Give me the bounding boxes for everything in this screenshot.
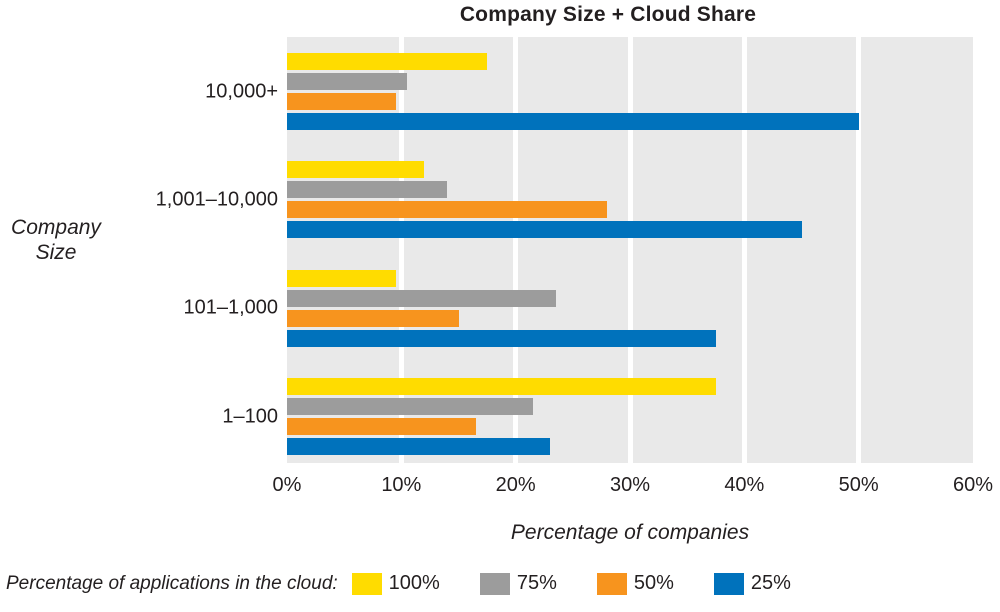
bar-100%-cloud <box>287 378 716 395</box>
bar-50%-cloud <box>287 201 608 219</box>
y-category-label: 1,001–10,000 <box>155 188 278 211</box>
bar-75%-cloud <box>287 181 448 199</box>
legend-item-25%: 25% <box>713 572 791 595</box>
gridline-50 <box>856 37 862 463</box>
plot-area <box>287 37 973 463</box>
bar-100%-cloud <box>287 161 425 179</box>
legend-label: 50% <box>633 572 674 594</box>
legend-item-100%: 100% <box>351 572 440 595</box>
bar-50%-cloud <box>287 418 476 435</box>
legend: Percentage of applications in the cloud:… <box>6 572 791 595</box>
y-category-label: 101–1,000 <box>183 296 278 319</box>
bar-50%-cloud <box>287 309 459 327</box>
bar-100%-cloud <box>287 269 396 287</box>
bar-100%-cloud <box>287 53 488 70</box>
gridline-10 <box>398 37 404 463</box>
x-axis-title: Percentage of companies <box>510 521 750 544</box>
gridline-20 <box>513 37 519 463</box>
bar-25%-cloud <box>287 329 716 347</box>
legend-swatch-icon <box>479 572 510 595</box>
x-tick-label: 20% <box>495 474 536 496</box>
x-tick-label: 30% <box>609 474 651 496</box>
x-tick-label: 50% <box>838 474 879 496</box>
legend-item-50%: 50% <box>596 572 674 595</box>
y-category-label: 1–100 <box>222 405 278 427</box>
category-band <box>287 269 973 347</box>
bar-25%-cloud <box>287 438 550 455</box>
bar-75%-cloud <box>287 73 408 90</box>
legend-swatch-icon <box>713 572 744 595</box>
bar-25%-cloud <box>287 221 802 239</box>
x-tick-label: 60% <box>952 474 994 496</box>
gridline-40 <box>741 37 747 463</box>
category-band <box>287 161 973 239</box>
bar-50%-cloud <box>287 93 396 110</box>
gridline-30 <box>627 37 633 463</box>
bar-75%-cloud <box>287 289 556 307</box>
y-axis-title: Company Size <box>11 216 101 264</box>
bar-25%-cloud <box>287 113 859 130</box>
legend-label: 25% <box>750 572 791 594</box>
y-category-label: 10,000+ <box>205 80 278 102</box>
legend-swatch-icon <box>351 572 382 595</box>
legend-label: 100% <box>388 572 440 594</box>
legend-title: Percentage of applications in the cloud: <box>6 572 338 594</box>
category-band <box>287 378 973 455</box>
legend-swatch-icon <box>596 572 627 595</box>
legend-label: 75% <box>516 572 557 594</box>
x-tick-label: 10% <box>381 474 422 496</box>
bar-75%-cloud <box>287 398 533 415</box>
x-tick-label: 40% <box>724 474 765 496</box>
legend-item-75%: 75% <box>479 572 557 595</box>
category-band <box>287 53 973 130</box>
chart-title: Company Size + Cloud Share <box>459 3 757 26</box>
x-tick-label: 0% <box>272 474 302 496</box>
